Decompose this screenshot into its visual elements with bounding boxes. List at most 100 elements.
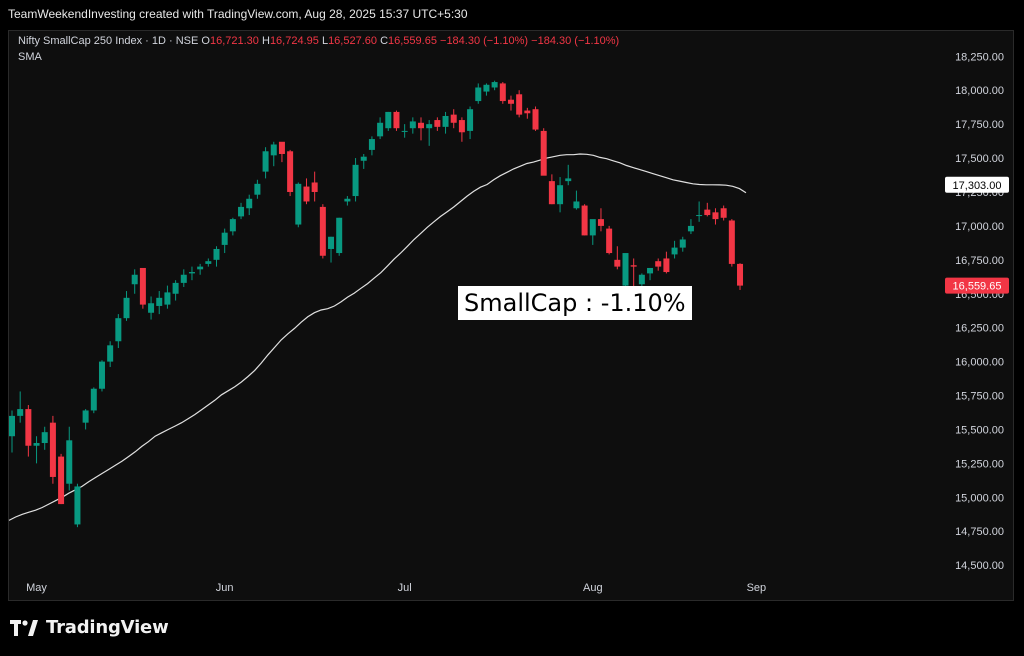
y-tick-label: 16,250.00 xyxy=(955,323,1004,335)
candles-layer xyxy=(9,80,744,528)
tradingview-logo: TradingView xyxy=(10,617,169,638)
candle xyxy=(458,117,465,142)
candle-body xyxy=(368,139,375,150)
candle xyxy=(98,360,105,392)
candle-body xyxy=(597,219,604,226)
candle-body xyxy=(663,258,670,273)
candle-body xyxy=(303,186,310,202)
candle xyxy=(139,267,146,309)
candle-body xyxy=(548,181,555,205)
candle-body xyxy=(164,292,171,305)
candle-body xyxy=(33,443,40,446)
candle xyxy=(565,164,572,186)
candle-body xyxy=(17,409,24,416)
candle-body xyxy=(606,228,613,254)
candle-body xyxy=(516,94,523,115)
candle xyxy=(123,291,130,321)
tradingview-logo-icon xyxy=(10,619,38,636)
candle-body xyxy=(82,410,89,423)
candle-body xyxy=(728,220,735,264)
candle-body xyxy=(499,83,506,102)
candle-body xyxy=(737,263,744,286)
candle-body xyxy=(221,232,228,245)
candle-body xyxy=(98,361,105,389)
candle-body xyxy=(491,82,498,88)
legend-symbol: Nifty SmallCap 250 Index · 1D · NSE xyxy=(18,35,199,47)
price-axis: 14,500.00 14,750.00 15,000.00 15,250.00 15,5… xyxy=(955,51,1004,572)
candle-body xyxy=(352,164,359,197)
candle-body xyxy=(377,122,384,137)
x-tick-label: May xyxy=(26,582,47,594)
candle xyxy=(409,117,416,134)
candle xyxy=(360,153,367,169)
candle-body xyxy=(336,217,343,254)
y-tick-label: 15,250.00 xyxy=(955,458,1004,470)
candle-body xyxy=(467,109,474,131)
chart-legend: Nifty SmallCap 250 Index · 1D · NSE O16,… xyxy=(18,33,619,65)
candle-body xyxy=(532,109,539,130)
candle-body xyxy=(434,120,441,127)
candle-body xyxy=(540,130,547,176)
candle-body xyxy=(507,99,514,104)
legend-line-ohlc: Nifty SmallCap 250 Index · 1D · NSE O16,… xyxy=(18,33,619,49)
candle-body xyxy=(9,415,15,437)
candle xyxy=(188,266,195,281)
candle xyxy=(295,182,302,228)
candle xyxy=(213,246,220,267)
candle-body xyxy=(262,151,269,172)
last-price-label: 16,559.65 xyxy=(945,277,1009,294)
candle-body xyxy=(90,388,97,411)
candle xyxy=(303,178,310,205)
x-tick-label: Jul xyxy=(398,582,412,594)
candle xyxy=(663,251,670,274)
candle-body xyxy=(409,121,416,129)
candle-body xyxy=(630,265,637,267)
candle xyxy=(647,267,654,281)
y-tick-label: 16,000.00 xyxy=(955,357,1004,369)
candle-body xyxy=(205,261,212,264)
candle xyxy=(58,453,65,505)
candle xyxy=(434,117,441,131)
candle xyxy=(491,80,498,91)
candle xyxy=(507,95,514,111)
candle xyxy=(368,136,375,156)
candle-body xyxy=(172,282,179,294)
y-tick-label: 14,750.00 xyxy=(955,526,1004,538)
candle xyxy=(671,240,678,259)
candle xyxy=(418,117,424,141)
candle xyxy=(467,106,474,140)
candle-body xyxy=(573,201,580,209)
candle-body xyxy=(622,253,629,286)
candle xyxy=(516,90,523,118)
candle-body xyxy=(107,345,114,362)
candle-body xyxy=(442,115,449,127)
candle xyxy=(205,258,212,267)
price-label-text: 16,559.65 xyxy=(953,281,1002,293)
legend-indicator-sma[interactable]: SMA xyxy=(18,51,42,63)
price-label-bg xyxy=(945,277,1009,294)
legend-close-label: C xyxy=(380,35,389,47)
candle-body xyxy=(278,141,285,154)
candle-body xyxy=(720,208,727,218)
candle xyxy=(311,171,318,202)
candle-body xyxy=(418,122,424,129)
candle-body xyxy=(287,151,294,192)
y-tick-label: 17,750.00 xyxy=(955,119,1004,131)
candle xyxy=(532,106,539,131)
candle-body xyxy=(581,205,588,236)
candle-body xyxy=(131,274,138,285)
candle xyxy=(238,202,245,220)
legend-low-label: L xyxy=(321,35,329,47)
candle-body xyxy=(238,206,245,217)
candle-body xyxy=(139,267,146,305)
candle-body xyxy=(655,261,662,267)
candle xyxy=(82,409,89,430)
candle-body xyxy=(66,440,73,484)
x-tick-label: Sep xyxy=(747,582,767,594)
x-tick-label: Aug xyxy=(583,582,603,594)
candle-body xyxy=(712,212,719,220)
candle-body xyxy=(270,144,277,156)
candle-body xyxy=(671,247,678,255)
candle xyxy=(319,204,326,259)
